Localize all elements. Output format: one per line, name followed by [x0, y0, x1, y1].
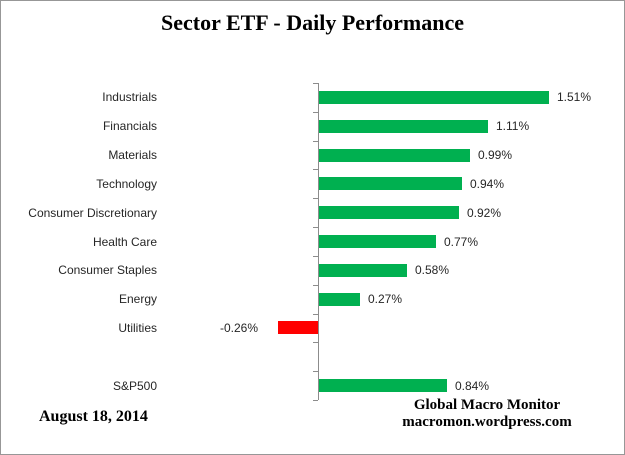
- bar-positive: [319, 120, 488, 133]
- axis-tick: [313, 342, 318, 343]
- bar-positive: [319, 235, 436, 248]
- value-label: 0.77%: [444, 235, 479, 249]
- value-label: -0.26%: [219, 321, 258, 335]
- category-label: Consumer Staples: [58, 263, 157, 277]
- bar-positive: [319, 264, 407, 277]
- bar-positive: [319, 91, 549, 104]
- category-label: Energy: [118, 292, 157, 306]
- category-label: Utilities: [118, 321, 157, 335]
- axis-tick: [313, 83, 318, 84]
- attribution-source: Global Macro Monitor: [413, 397, 561, 413]
- category-label: Industrials: [102, 90, 157, 104]
- axis-tick: [313, 141, 318, 142]
- category-label: Materials: [108, 148, 157, 162]
- axis-tick: [313, 400, 318, 401]
- axis-tick: [313, 227, 318, 228]
- bar-positive: [319, 177, 462, 190]
- axis-tick: [313, 169, 318, 170]
- category-axis-line: [318, 83, 319, 401]
- axis-tick: [313, 256, 318, 257]
- bar-positive: [319, 206, 459, 219]
- category-label: Technology: [96, 177, 157, 191]
- axis-tick: [313, 198, 318, 199]
- value-label: 0.84%: [455, 379, 490, 393]
- chart-title: Sector ETF - Daily Performance: [160, 10, 464, 35]
- value-label: 1.51%: [557, 90, 592, 104]
- axis-tick: [313, 371, 318, 372]
- value-label: 0.92%: [467, 206, 502, 220]
- category-label: Consumer Discretionary: [28, 206, 157, 220]
- axis-tick: [313, 314, 318, 315]
- category-label: Health Care: [92, 235, 157, 249]
- attribution-block: Global Macro Monitor macromon.wordpress.…: [377, 397, 597, 431]
- bar-positive: [319, 293, 360, 306]
- bar-positive: [319, 379, 447, 392]
- attribution-url: macromon.wordpress.com: [402, 414, 572, 430]
- bar-negative: [278, 321, 318, 334]
- value-label: 1.11%: [496, 119, 530, 133]
- axis-tick: [313, 112, 318, 113]
- value-label: 0.27%: [368, 292, 403, 306]
- value-label: 0.99%: [478, 148, 513, 162]
- value-label: 0.94%: [470, 177, 505, 191]
- category-label: S&P500: [112, 379, 157, 393]
- bar-positive: [319, 149, 470, 162]
- chart-date: August 18, 2014: [39, 408, 148, 425]
- axis-tick: [313, 285, 318, 286]
- value-label: 0.58%: [415, 263, 450, 277]
- category-label: Financials: [102, 119, 157, 133]
